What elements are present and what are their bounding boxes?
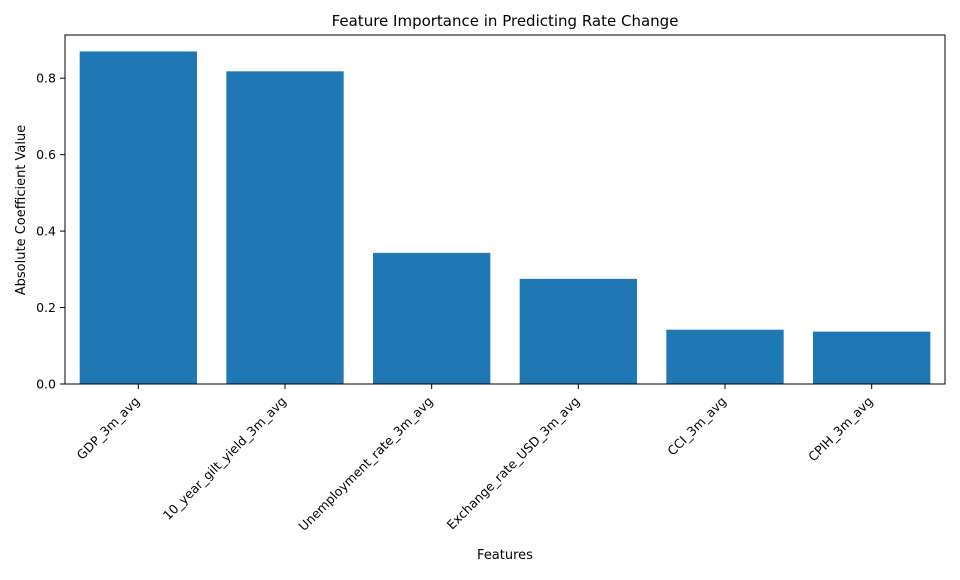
y-axis-label: Absolute Coefficient Value [14,125,29,295]
plot-area: 0.0 0.2 0.4 0.6 0.8 GDP_3m_avg 10_year_gilt_yi… [36,34,946,534]
bar [519,278,637,384]
x-tick-label: CCI_3m_avg [664,394,729,459]
bar [79,51,197,385]
bar [666,329,784,384]
x-tick-label: Exchange_rate_USD_3m_avg [444,394,583,533]
bar [373,252,491,384]
y-tick-label: 0.6 [36,147,56,162]
x-axis-label: Features [477,548,533,563]
y-tick-label: 0.2 [36,300,56,315]
chart-title: Feature Importance in Predicting Rate Ch… [332,12,679,30]
plot-frame [64,34,946,385]
y-tick-label: 0.0 [36,377,56,392]
bar [226,71,344,385]
y-tick-label: 0.8 [36,71,56,86]
x-tick-label: 10_year_gilt_yield_3m_avg [160,394,289,523]
x-tick-label: GDP_3m_avg [74,394,143,463]
bar [813,331,931,384]
y-tick-label: 0.4 [36,224,56,239]
x-tick-label: Unemployment_rate_3m_avg [296,394,436,534]
x-tick-label: CPIH_3m_avg [805,394,876,465]
